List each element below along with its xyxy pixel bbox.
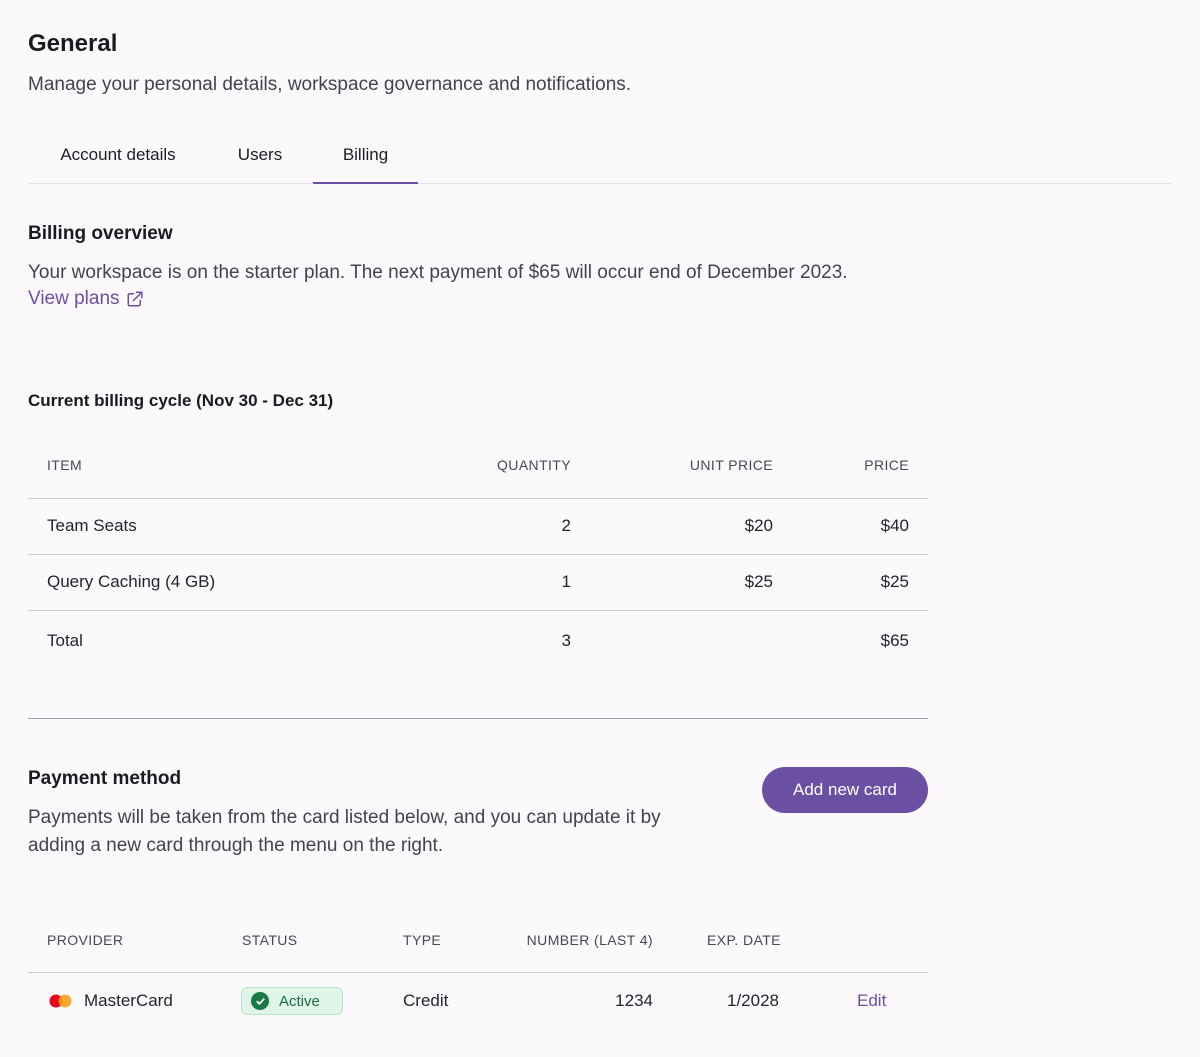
tab-users[interactable]: Users — [237, 145, 283, 164]
page-subtitle: Manage your personal details, workspace … — [28, 74, 632, 95]
view-plans-link[interactable]: View plans — [28, 288, 144, 310]
tab-bar: Account details Users Billing — [28, 128, 1172, 184]
total-label: Total — [47, 631, 83, 650]
total-quantity: 3 — [561, 631, 571, 650]
column-header-unit-price: UNIT PRICE — [689, 457, 773, 473]
billing-cycle-title: Current billing cycle (Nov 30 - Dec 31) — [28, 391, 334, 410]
payment-method-description-line2: adding a new card through the menu on th… — [28, 835, 444, 856]
view-plans-label: View plans — [28, 288, 120, 309]
check-circle-icon — [251, 992, 269, 1010]
row-unit-price: $20 — [744, 516, 773, 535]
table-divider — [28, 554, 928, 555]
row-price: $40 — [880, 516, 909, 535]
edit-card-link[interactable]: Edit — [857, 991, 887, 1010]
status-badge: Active — [241, 987, 343, 1015]
column-header-type: TYPE — [403, 932, 442, 948]
column-header-item: ITEM — [47, 457, 83, 473]
table-divider — [28, 972, 928, 973]
row-item: Team Seats — [47, 516, 137, 535]
billing-overview-description: Your workspace is on the starter plan. T… — [28, 262, 848, 283]
column-header-quantity: QUANTITY — [497, 457, 571, 473]
card-number-last4: 1234 — [615, 991, 653, 1010]
mastercard-icon — [49, 994, 72, 1008]
column-header-price: PRICE — [864, 457, 909, 473]
payment-method-title: Payment method — [28, 768, 182, 789]
row-item: Query Caching (4 GB) — [47, 572, 216, 591]
column-header-provider: PROVIDER — [47, 932, 124, 948]
page-title: General — [28, 30, 118, 57]
card-provider: MasterCard — [84, 991, 173, 1010]
table-divider — [28, 498, 928, 499]
card-type: Credit — [403, 991, 449, 1010]
add-new-card-button[interactable]: Add new card — [762, 767, 928, 813]
table-divider — [28, 610, 928, 611]
column-header-status: STATUS — [242, 932, 298, 948]
payment-method-description-line1: Payments will be taken from the card lis… — [28, 807, 661, 828]
row-quantity: 1 — [561, 572, 571, 591]
section-divider — [28, 718, 928, 719]
card-exp-date: 1/2028 — [727, 991, 779, 1010]
column-header-number: NUMBER (LAST 4) — [526, 932, 653, 948]
status-label: Active — [279, 992, 320, 1010]
billing-overview-title: Billing overview — [28, 223, 173, 244]
tab-billing[interactable]: Billing — [313, 128, 418, 184]
row-quantity: 2 — [561, 516, 571, 535]
external-link-icon — [127, 291, 143, 307]
row-unit-price: $25 — [744, 572, 773, 591]
tab-account-details[interactable]: Account details — [60, 145, 176, 164]
column-header-exp-date: EXP. DATE — [707, 932, 781, 948]
total-price: $65 — [880, 631, 909, 650]
row-price: $25 — [880, 572, 909, 591]
